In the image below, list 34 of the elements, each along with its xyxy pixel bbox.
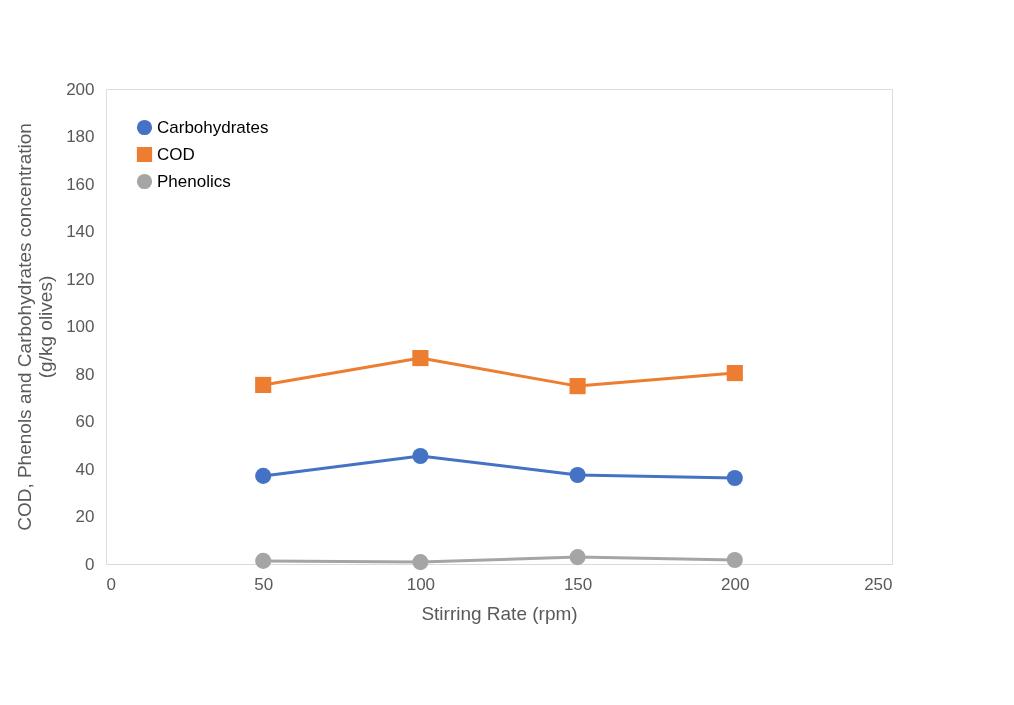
point [412, 447, 429, 464]
x-tick-label: 150 [563, 574, 593, 594]
x-tick-label: 50 [254, 574, 274, 594]
point [255, 552, 272, 569]
point [569, 549, 586, 566]
legend-label: Carbohydrates [157, 117, 269, 137]
x-tick-label: 0 [106, 574, 116, 594]
y-tick-label: 20 [75, 507, 95, 526]
y-axis-title: COD, Phenols and Carbohydrates concentration (g/kg olives) [14, 123, 57, 531]
point [726, 551, 743, 569]
point [412, 554, 429, 571]
point [412, 350, 429, 367]
y-tick-label: 140 [66, 222, 95, 241]
x-tick-label: 250 [864, 574, 893, 594]
y-tick-label: 120 [66, 269, 95, 289]
point [569, 378, 586, 395]
x-tick-label: 100 [406, 574, 436, 594]
point [255, 467, 272, 484]
legend-label: Phenolics [157, 171, 231, 191]
legend-label: COD [157, 144, 195, 164]
x-axis-title: Stirring Rate (rpm) [421, 602, 578, 624]
y-tick-label: 200 [66, 79, 95, 99]
y-tick-label: 40 [75, 459, 95, 479]
y-tick-label: 160 [66, 174, 95, 194]
y-tick-label: 180 [66, 127, 95, 146]
y-tick-label: 100 [66, 317, 95, 336]
y-tick-label: 60 [75, 412, 95, 431]
y-tick-label: 0 [85, 554, 95, 574]
point [569, 466, 586, 483]
point [255, 376, 272, 393]
point [726, 364, 743, 382]
y-tick-label: 80 [75, 364, 95, 384]
x-tick-label: 200 [721, 574, 750, 594]
point [726, 469, 743, 487]
